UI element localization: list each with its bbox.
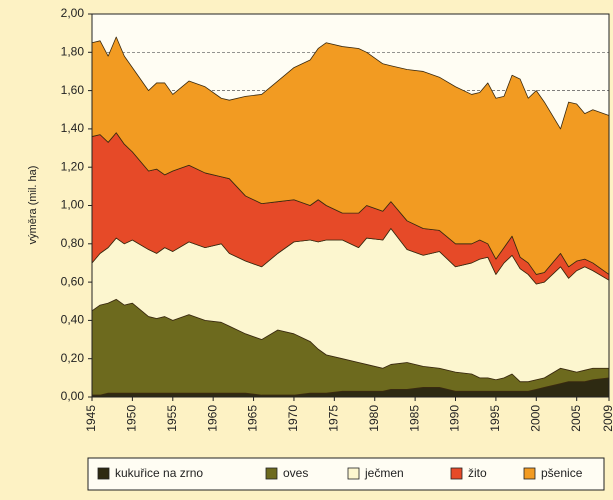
y-tick-label: 0,00: [61, 389, 85, 403]
y-tick-label: 1,00: [61, 198, 85, 212]
y-tick-label: 0,60: [61, 274, 85, 288]
legend-label: pšenice: [541, 466, 583, 480]
x-tick-label: 2005: [569, 405, 583, 432]
legend-label: oves: [283, 466, 308, 480]
x-tick-label: 1990: [448, 405, 462, 432]
x-tick-label: 2000: [528, 405, 542, 432]
legend-swatch: [450, 467, 463, 480]
x-tick-label: 1975: [327, 405, 341, 432]
y-tick-label: 1,60: [61, 83, 85, 97]
y-tick-label: 1,20: [61, 159, 85, 173]
y-tick-label: 0,80: [61, 236, 85, 250]
y-tick-label: 2,00: [61, 6, 85, 20]
x-tick-label: 1970: [286, 405, 300, 432]
x-tick-label: 2009: [601, 405, 613, 432]
x-tick-label: 1950: [125, 405, 139, 432]
legend-label: ječmen: [364, 466, 404, 480]
legend-swatch: [97, 467, 110, 480]
x-tick-label: 1945: [84, 405, 98, 432]
legend-swatch: [347, 467, 360, 480]
x-tick-label: 1980: [367, 405, 381, 432]
legend-label: žito: [468, 466, 487, 480]
legend-swatch: [265, 467, 278, 480]
y-tick-label: 1,80: [61, 44, 85, 58]
x-tick-label: 1985: [407, 405, 421, 432]
x-tick-label: 1960: [205, 405, 219, 432]
x-tick-label: 1955: [165, 405, 179, 432]
legend-label: kukuřice na zrno: [115, 466, 203, 480]
y-tick-label: 0,20: [61, 351, 85, 365]
y-tick-label: 1,40: [61, 121, 85, 135]
x-tick-label: 1995: [488, 405, 502, 432]
y-tick-label: 0,40: [61, 313, 85, 327]
legend-box: [87, 457, 605, 491]
x-tick-label: 1965: [246, 405, 260, 432]
y-axis-label: výměra (mil. ha): [27, 166, 39, 245]
legend-swatch: [523, 467, 536, 480]
